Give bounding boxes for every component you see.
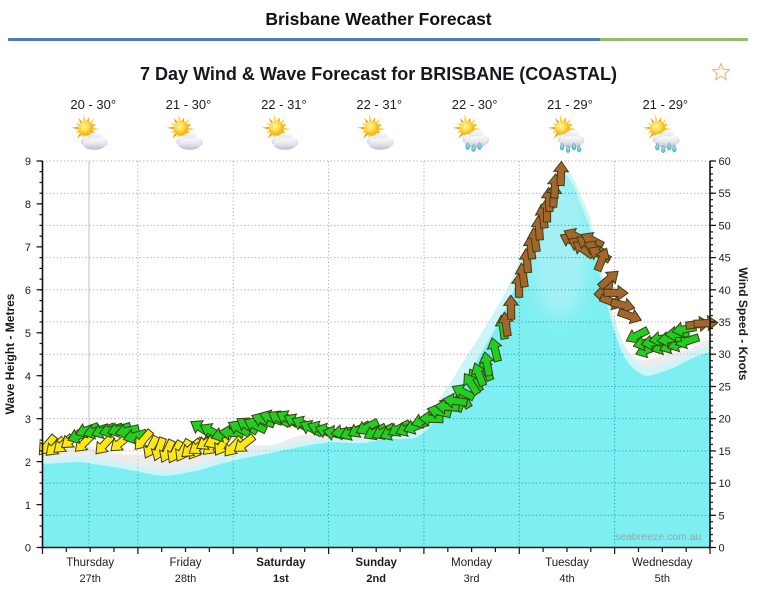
- svg-text:4th: 4th: [559, 573, 574, 585]
- svg-text:Sunday: Sunday: [355, 557, 397, 569]
- svg-text:15: 15: [719, 446, 731, 458]
- svg-text:27th: 27th: [79, 573, 100, 585]
- svg-text:21 - 29°: 21 - 29°: [642, 97, 688, 112]
- svg-text:40: 40: [719, 285, 731, 297]
- svg-text:28th: 28th: [175, 573, 196, 585]
- svg-text:5th: 5th: [655, 573, 670, 585]
- svg-text:Monday: Monday: [451, 557, 492, 569]
- svg-text:0: 0: [719, 543, 725, 555]
- svg-text:22 - 31°: 22 - 31°: [261, 97, 307, 112]
- svg-text:Tuesday: Tuesday: [545, 557, 589, 569]
- svg-text:5: 5: [719, 510, 725, 522]
- svg-text:35: 35: [719, 317, 731, 329]
- svg-text:22 - 31°: 22 - 31°: [356, 97, 402, 112]
- svg-text:21 - 29°: 21 - 29°: [547, 97, 593, 112]
- svg-text:30: 30: [719, 349, 731, 361]
- svg-text:Wind Speed - Knots: Wind Speed - Knots: [736, 267, 750, 381]
- svg-text:45: 45: [719, 253, 731, 265]
- svg-text:50: 50: [719, 220, 731, 232]
- svg-text:2nd: 2nd: [366, 573, 386, 585]
- svg-text:10: 10: [719, 478, 731, 490]
- svg-text:5: 5: [25, 328, 31, 340]
- svg-text:8: 8: [25, 199, 31, 211]
- svg-text:20: 20: [719, 414, 731, 426]
- svg-text:22 - 30°: 22 - 30°: [452, 97, 498, 112]
- svg-text:Friday: Friday: [170, 557, 202, 569]
- svg-text:6: 6: [25, 285, 31, 297]
- svg-text:60: 60: [719, 156, 731, 168]
- svg-text:3rd: 3rd: [464, 573, 480, 585]
- svg-text:21 - 30°: 21 - 30°: [166, 97, 212, 112]
- svg-text:20 - 30°: 20 - 30°: [70, 97, 116, 112]
- svg-text:55: 55: [719, 188, 731, 200]
- svg-text:1st: 1st: [273, 573, 289, 585]
- svg-text:2: 2: [25, 457, 31, 469]
- svg-text:7: 7: [25, 242, 31, 254]
- svg-text:3: 3: [25, 414, 31, 426]
- svg-text:Wednesday: Wednesday: [632, 557, 693, 569]
- svg-text:4: 4: [25, 371, 31, 383]
- svg-text:seabreeze.com.au: seabreeze.com.au: [615, 531, 702, 543]
- svg-text:Wave Height - Metres: Wave Height - Metres: [3, 293, 17, 414]
- svg-text:Thursday: Thursday: [66, 557, 114, 569]
- svg-text:1: 1: [25, 500, 31, 512]
- svg-text:Saturday: Saturday: [256, 557, 306, 569]
- svg-text:9: 9: [25, 156, 31, 168]
- svg-text:25: 25: [719, 382, 731, 394]
- svg-text:0: 0: [25, 543, 31, 555]
